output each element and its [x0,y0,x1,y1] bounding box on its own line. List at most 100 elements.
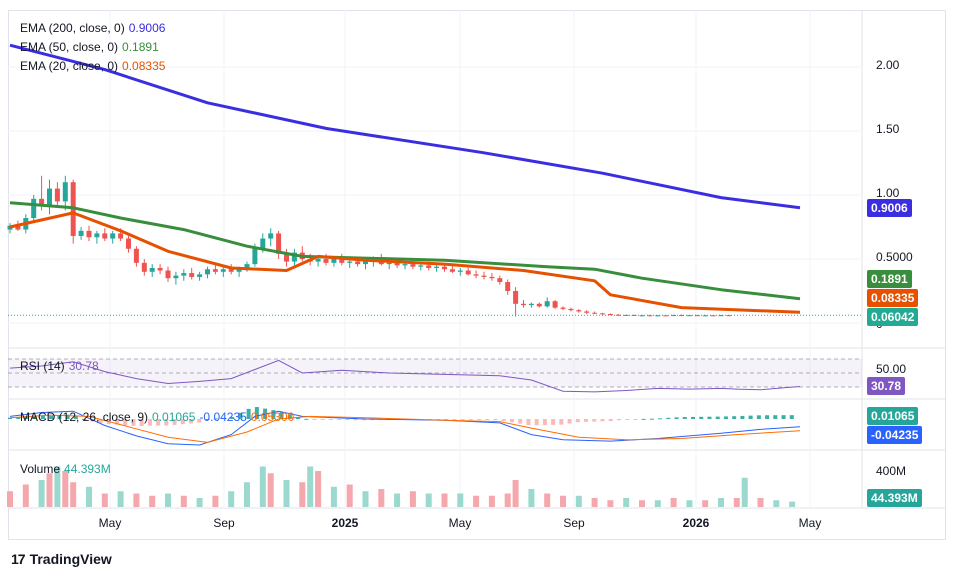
macd-histogram-bar [789,415,794,419]
volume-bar [654,500,661,507]
candle-body [426,265,432,268]
macd-histogram-bar [304,418,309,420]
macd-histogram-bar [715,416,720,419]
candle-body [244,264,250,268]
volume-bar [670,498,677,507]
candle-body [78,230,84,236]
volume-bar [488,495,495,507]
candle-body [521,303,526,306]
pane-separators [8,10,946,509]
volume-bar [741,477,748,507]
macd-histogram-bar [600,419,605,422]
volume-bar [117,491,124,507]
macd-histogram-bar [271,410,276,419]
x-tick: 2026 [682,516,710,530]
macd-histogram-bar [131,419,136,426]
candle-body [671,315,677,317]
macd-histogram-bar [24,416,29,419]
macd-histogram-bar [575,419,580,423]
candle-body [513,291,519,304]
candle-body [157,267,163,271]
macd-histogram-bar [707,416,712,419]
macd-histogram-bar [501,419,506,421]
macd-histogram-bar [641,418,646,420]
brand-name: TradingView [29,551,112,567]
macd-histogram-bar [320,419,325,420]
volume-bar [733,498,740,507]
ema50-legend[interactable]: EMA (50, close, 0) 0.1891 [20,40,159,54]
candle-body [252,248,258,265]
candle-body [442,266,447,270]
y-tick: 1.00 [876,186,900,200]
candle-body [236,267,242,272]
candle-body [489,276,495,279]
volume-bars [7,466,796,507]
rsi-level-label: 50.00 [876,362,907,376]
volume-bar [38,480,45,507]
volume-bar [70,482,77,507]
candle-body [149,267,155,272]
candle-body [355,261,361,265]
candle-body [655,315,661,317]
candle-body [181,273,187,276]
macd-histogram-bar [444,419,449,420]
macd-histogram-bar [16,417,21,419]
volume-bar [86,486,92,507]
macd-histogram-bar [740,415,745,419]
ema200-price-pill: 0.9006 [867,199,912,217]
candle-body [315,259,321,262]
volume-bar [228,491,235,507]
candle-body [726,315,732,317]
macd-histogram-bar [32,416,37,419]
macd-histogram-bar [551,419,556,425]
volume-legend[interactable]: Volume 44.393M [20,462,111,476]
macd-histogram-bar [213,418,218,420]
candle-body [228,269,234,272]
macd-histogram-bar [765,415,770,419]
macd-histogram-bar [781,415,786,419]
ema20-price-pill: 0.08335 [867,289,919,307]
macd-histogram-bar [123,419,128,426]
macd-histogram-bar [172,419,177,425]
candle-body [497,278,503,283]
rsi-legend[interactable]: RSI (14) 30.78 [20,359,99,373]
volume-bar [299,482,306,507]
macd-histogram-bar [658,418,663,420]
macd-histogram-bar [279,412,284,419]
macd-legend[interactable]: MACD (12, 26, close, 9) 0.01065 -0.04235 0.… [20,410,295,424]
volume-bar [441,493,448,507]
macd-histogram-bar [526,419,531,426]
candle-body [291,252,297,262]
chart-frame [8,10,946,540]
rsi-pane [8,358,862,393]
candle-body [639,315,645,317]
candle-body [86,230,92,238]
volume-bar [504,493,511,507]
macd-histogram-bar [666,417,671,419]
macd-histogram-bar [345,419,350,420]
candle-body [647,315,653,317]
candle-body [576,310,582,312]
macd-histogram-bar [49,415,54,419]
candle-body [331,259,337,263]
macd-histogram-bar [534,419,539,426]
candle-body [47,188,52,206]
macd-histogram-bar [205,419,210,420]
macd-histogram-bar [748,415,753,419]
ema20-legend[interactable]: EMA (20, close, 0) 0.08335 [20,59,166,73]
candle-body [449,269,455,272]
candle-body [402,264,408,266]
volume-bar [149,495,156,507]
macd-histogram-bar [40,415,45,419]
volume-bar [607,500,614,507]
rsi-value-pill: 30.78 [867,377,906,395]
candle-body [457,270,463,272]
candle-body [284,253,289,262]
ema200-legend[interactable]: EMA (200, close, 0) 0.9006 [20,21,166,35]
candle-body [607,314,613,316]
tradingview-brand[interactable]: 17 TradingView [11,551,112,567]
last-price-pill: 0.06042 [867,308,919,326]
ema20-value: 0.08335 [122,59,166,73]
macd-histogram-bar [518,419,523,424]
